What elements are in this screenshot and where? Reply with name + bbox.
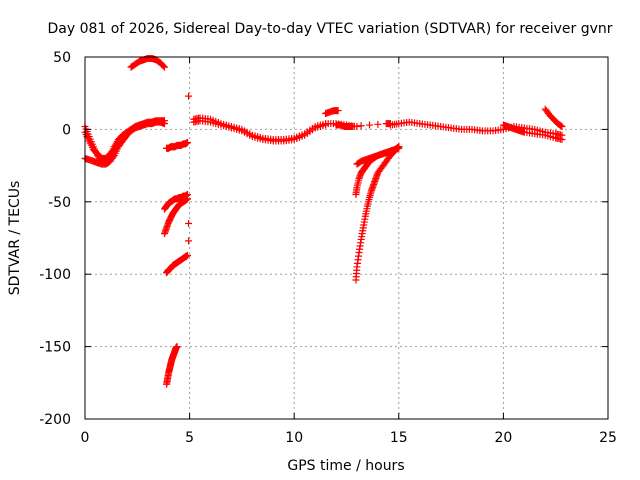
data-marks [81, 54, 566, 388]
data-point [366, 121, 374, 129]
y-tick-label: 0 [62, 122, 71, 138]
series-arc-late-2 [499, 121, 566, 144]
data-point [349, 123, 357, 131]
series-arc-top [127, 54, 168, 71]
y-tick-label: -150 [39, 340, 71, 356]
data-point [160, 63, 168, 71]
data-point [557, 122, 565, 130]
data-point [185, 237, 193, 245]
series-arc-mid-2 [160, 195, 192, 238]
y-tick-label: -100 [39, 267, 71, 283]
plot-frame [84, 56, 609, 420]
y-axis-label: SDTVAR / TECUs [7, 181, 23, 296]
tick-labels: 0 5 10 15 20 25 -200 -150 -100 -50 0 50 [39, 50, 617, 446]
series-isolated [185, 92, 193, 245]
data-point [184, 251, 192, 259]
data-point [386, 120, 394, 128]
data-point [558, 123, 566, 131]
series-arc-late-4 [332, 120, 394, 131]
data-point [558, 136, 566, 144]
x-tick-label: 10 [285, 430, 303, 446]
data-point [334, 107, 342, 115]
series-arc-low [163, 343, 181, 388]
series-arc-mid-4 [163, 138, 192, 152]
data-point [185, 92, 193, 100]
data-point [185, 220, 193, 228]
series-arc-day-2 [190, 117, 330, 145]
data-point [122, 131, 130, 139]
x-tick-label: 5 [185, 430, 194, 446]
series-arc-late-3 [541, 105, 566, 131]
data-point [184, 138, 192, 146]
chart-title: Day 081 of 2026, Sidereal Day-to-day VTE… [47, 21, 612, 37]
x-tick-label: 25 [599, 430, 617, 446]
x-tick-label: 0 [81, 430, 90, 446]
axis-ticks [84, 56, 609, 420]
series-arc-mid-3 [163, 251, 192, 277]
data-point [160, 120, 168, 128]
data-point [173, 343, 181, 351]
data-point [184, 195, 192, 203]
y-tick-label: 50 [53, 50, 71, 66]
data-point [123, 130, 131, 138]
x-tick-label: 15 [390, 430, 408, 446]
data-point [322, 121, 330, 129]
x-axis-label: GPS time / hours [287, 458, 404, 474]
x-tick-label: 20 [494, 430, 512, 446]
data-point [357, 122, 365, 130]
series-arc-early-2 [81, 118, 168, 168]
data-point [395, 143, 403, 151]
data-point [394, 144, 402, 151]
data-point [374, 120, 382, 128]
y-tick-label: -50 [48, 195, 71, 211]
y-tick-label: -200 [39, 412, 71, 428]
series-arc-spike [322, 107, 342, 117]
data-point [159, 62, 167, 70]
series-arc-mid-1 [160, 191, 192, 213]
series-arc-dip-3 [353, 143, 403, 168]
series-arc-early-3 [81, 128, 131, 162]
